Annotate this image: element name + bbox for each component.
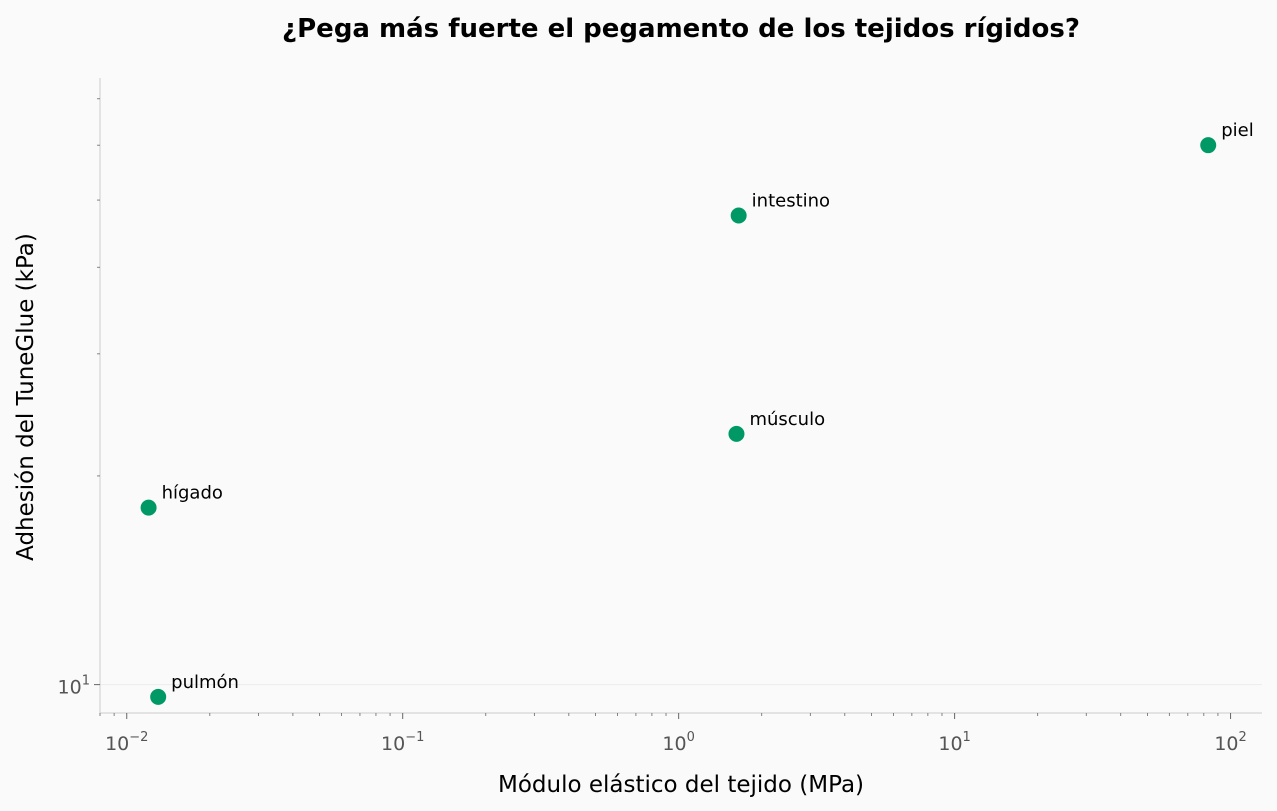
data-point xyxy=(150,688,167,705)
data-point xyxy=(1200,137,1217,154)
data-label: intestino xyxy=(752,191,830,212)
x-axis-label: Módulo elástico del tejido (MPa) xyxy=(498,772,864,798)
axes xyxy=(99,78,1262,714)
x-tick-label: 10−2 xyxy=(105,730,148,755)
x-ticks: 10−2 10−1 100 101 102 xyxy=(99,713,1247,755)
x-tick-label: 101 xyxy=(938,730,970,755)
x-tick-label: 100 xyxy=(662,730,694,755)
data-point xyxy=(728,425,745,442)
y-axis-label: Adhesión del TuneGlue (kPa) xyxy=(13,233,39,561)
data-label: pulmón xyxy=(171,672,239,693)
data-point xyxy=(140,499,157,516)
x-tick-label: 10−1 xyxy=(381,730,424,755)
data-label: músculo xyxy=(749,409,825,430)
y-ticks: 101 xyxy=(58,98,100,699)
data-point xyxy=(730,207,747,224)
x-tick-label: 102 xyxy=(1214,730,1246,755)
data-points: piel intestino músculo hígado pulmón xyxy=(140,120,1254,705)
data-label: hígado xyxy=(162,483,223,504)
chart-title: ¿Pega más fuerte el pegamento de los tej… xyxy=(282,14,1080,44)
y-tick-label: 101 xyxy=(58,674,90,699)
data-label: piel xyxy=(1221,120,1254,141)
